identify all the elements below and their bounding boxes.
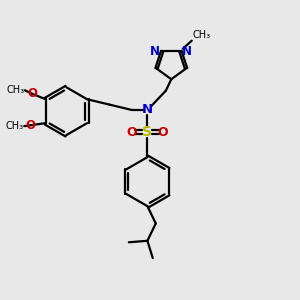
Text: CH₃: CH₃ <box>192 30 211 40</box>
Text: N: N <box>142 103 153 116</box>
Text: O: O <box>127 126 137 139</box>
Text: O: O <box>27 87 37 101</box>
Text: S: S <box>142 125 152 140</box>
Text: CH₃: CH₃ <box>6 85 24 95</box>
Text: O: O <box>26 119 36 132</box>
Text: O: O <box>158 126 168 139</box>
Text: N: N <box>150 45 161 58</box>
Text: CH₃: CH₃ <box>5 121 24 131</box>
Text: N: N <box>182 45 192 58</box>
